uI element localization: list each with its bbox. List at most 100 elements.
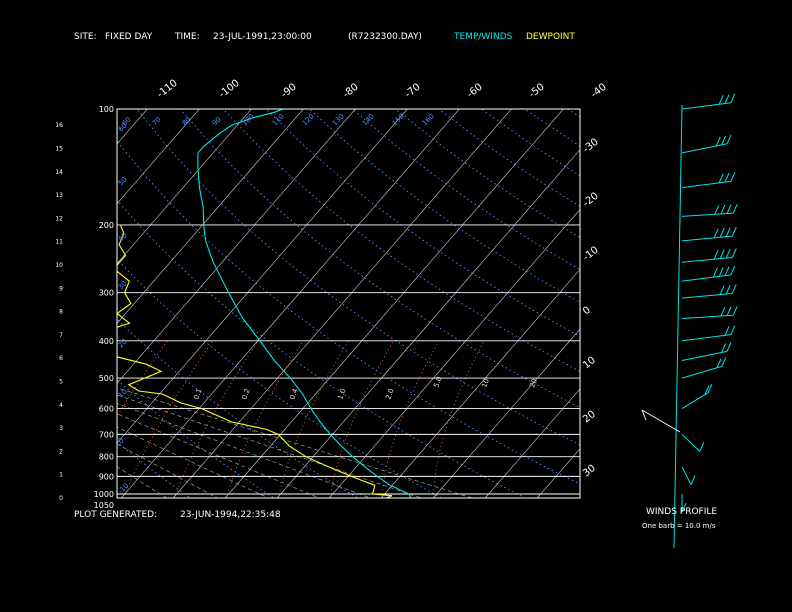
moist-adiabat-line [117, 443, 219, 498]
wind-barb [681, 292, 733, 299]
wind-barb [681, 466, 692, 485]
wind-barb-flag [732, 306, 738, 316]
wind-barb-flag [721, 357, 727, 367]
isotherm-line [432, 328, 580, 498]
wind-barb-surface-flag [641, 409, 647, 421]
dry-adiabat-line [567, 109, 580, 118]
mixing-ratio-label: 0.4 [288, 387, 300, 401]
wind-barb-flag [730, 325, 736, 335]
wind-barb-surface [641, 409, 681, 433]
wind-barb-flag [704, 385, 710, 395]
isotherm-line [117, 109, 304, 324]
pressure-tick-label: 900 [99, 472, 114, 481]
height-tick-label: 3 [59, 425, 63, 432]
dry-adiabat-line [524, 109, 580, 147]
time-value: 23-JUL-1991,23:00:00 [213, 32, 312, 42]
isotherm-line [0, 109, 95, 498]
wind-barb-flag [712, 267, 718, 278]
moist-adiabat-line [117, 403, 372, 498]
theta-label: 110 [271, 112, 286, 127]
height-tick-label: 14 [55, 169, 63, 176]
theta-label: 140 [361, 112, 376, 127]
dry-adiabat-line [117, 258, 443, 498]
wind-barb [681, 350, 728, 361]
pressure-tick-label: 200 [99, 221, 114, 230]
pressure-tick-label: 700 [99, 430, 114, 439]
dry-adiabat-label: 0 [117, 437, 126, 446]
dry-adiabat-label: 30 [117, 279, 129, 291]
mixing-ratio-label: 20 [528, 378, 539, 389]
theta-label: 60 [121, 115, 133, 127]
dry-adiabat-label: -10 [117, 482, 131, 496]
isotherm-line [117, 109, 252, 265]
wind-barb-flag [731, 284, 737, 294]
temperature-line [197, 109, 412, 498]
wind-barb-flag [724, 266, 730, 276]
theta-label: 100 [241, 112, 256, 127]
pressure-tick-label: 500 [99, 374, 114, 383]
isotherm-line [120, 109, 460, 498]
mixing-ratio-line [432, 340, 485, 498]
wind-barb-flag [720, 306, 726, 317]
dry-adiabat-line [352, 109, 580, 270]
isotherm-line [276, 149, 580, 498]
wind-barb [681, 102, 731, 110]
wind-barb-flag [699, 442, 705, 452]
theta-label: 70 [151, 115, 163, 127]
file-name: (R7232300.DAY) [348, 32, 422, 42]
wind-barb-flag [726, 342, 732, 352]
wind-barb-flag [730, 93, 736, 103]
legend-dewpoint: DEWPOINT [526, 32, 575, 42]
pressure-tick-label: 100 [99, 105, 114, 114]
isotherm-line [0, 109, 43, 498]
dry-adiabat-label: 20 [117, 337, 129, 349]
dry-adiabat-line [117, 441, 192, 498]
wind-barb-flag [721, 135, 727, 146]
wind-barb [681, 235, 733, 242]
wind-barb-flag [724, 172, 730, 183]
wind-barb [681, 314, 734, 319]
height-tick-label: 4 [59, 402, 63, 409]
wind-barb-flag [725, 248, 731, 259]
dry-adiabat-label: 40 [117, 231, 129, 243]
wind-barb [681, 334, 731, 342]
dry-adiabat-line [117, 199, 527, 498]
isotherm-line [328, 209, 580, 498]
wind-barb [681, 392, 709, 410]
mixing-ratio-line [174, 340, 259, 498]
wind-barb-flag [707, 383, 713, 394]
height-tick-label: 0 [59, 495, 63, 502]
temperature-tick-label: -40 [589, 82, 609, 101]
wind-barb-flag [731, 226, 737, 237]
isotherm-line [117, 109, 200, 205]
temperature-tick-label: -30 [581, 137, 601, 156]
mixing-ratio-line [381, 340, 440, 498]
pressure-tick-label: 300 [99, 289, 114, 298]
plot-frame [116, 108, 581, 499]
theta-label: 80 [181, 115, 193, 127]
wind-barb-flag [730, 172, 736, 182]
temperature-tick-label: -80 [341, 82, 361, 101]
wind-barb-flag [725, 284, 731, 295]
wind-barb-flag [715, 136, 721, 147]
mixing-ratio-label: 10 [480, 378, 491, 389]
isotherm-line [224, 109, 564, 498]
isotherm-line [536, 448, 580, 498]
height-tick-label: 15 [55, 146, 63, 153]
isotherm-line [117, 109, 356, 384]
pressure-tick-label: 600 [99, 405, 114, 414]
height-tick-label: 8 [59, 309, 63, 316]
wind-barb-flag [718, 173, 724, 184]
dry-adiabat-line [0, 109, 28, 502]
wind-barb-flag [724, 94, 730, 104]
height-tick-label: 5 [59, 379, 63, 386]
mixing-ratio-label: 2.0 [384, 387, 395, 400]
dry-adiabat-line [179, 109, 580, 409]
theta-label: 150 [391, 112, 406, 127]
wind-barb-flag [713, 249, 719, 260]
plot-area [0, 109, 580, 502]
temperature-tick-label: 0 [581, 305, 593, 318]
wind-barb-flag [720, 204, 726, 215]
wind-barb-flag [724, 326, 730, 336]
